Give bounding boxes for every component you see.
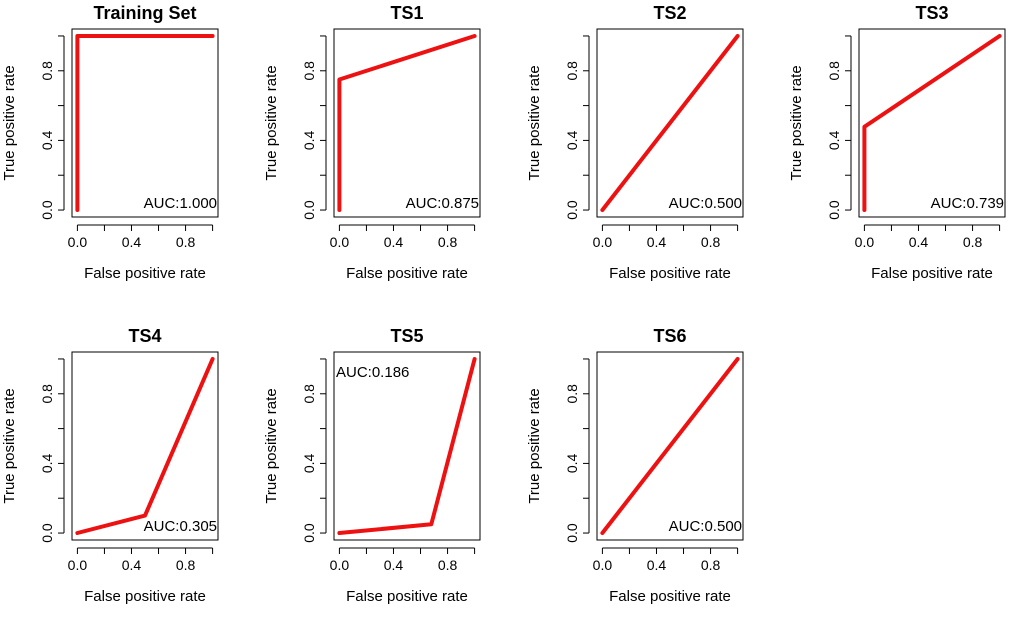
roc-panel-1: TS1 0.0 0.4 0.8 False positive rate 0.0 0.4 0.8… <box>263 3 481 282</box>
y-tick-label: 0.4 <box>301 453 317 473</box>
y-tick-label: 0.4 <box>826 130 842 150</box>
panel-title: TS3 <box>915 3 948 23</box>
y-tick-label: 0.0 <box>39 200 55 220</box>
x-tick-label: 0.8 <box>176 234 196 250</box>
panel-title: TS4 <box>128 326 161 346</box>
y-tick-label: 0.4 <box>564 453 580 473</box>
y-tick-label: 0.8 <box>39 61 55 81</box>
x-tick-label: 0.0 <box>330 234 350 250</box>
roc-curve <box>862 34 1002 212</box>
plot-box <box>858 28 1006 218</box>
plot-box <box>333 351 481 541</box>
panel-title: TS1 <box>390 3 423 23</box>
x-tick-label: 0.0 <box>593 234 613 250</box>
auc-label: AUC:0.305 <box>144 518 217 535</box>
panel-title: TS5 <box>390 326 423 346</box>
x-tick-label: 0.0 <box>68 234 88 250</box>
plot-box <box>71 28 219 218</box>
x-axis-label: False positive rate <box>871 265 993 282</box>
roc-panel-5: TS5 0.0 0.4 0.8 False positive rate 0.0 0.4 0.8… <box>263 326 481 605</box>
x-tick-label: 0.4 <box>384 557 404 573</box>
x-tick-label: 0.4 <box>647 557 667 573</box>
y-tick-label: 0.4 <box>39 453 55 473</box>
auc-label: AUC:0.500 <box>669 518 742 535</box>
roc-panel-2: TS2 0.0 0.4 0.8 False positive rate 0.0 0.4 0.8… <box>526 3 744 282</box>
y-tick-label: 0.8 <box>301 384 317 404</box>
y-tick-label: 0.0 <box>39 523 55 543</box>
roc-curve <box>75 34 215 212</box>
plot-box <box>333 28 481 218</box>
roc-curve <box>75 357 215 535</box>
y-tick-label: 0.4 <box>301 130 317 150</box>
y-axis-label: True positive rate <box>526 388 543 503</box>
x-axis-label: False positive rate <box>609 265 731 282</box>
x-tick-label: 0.8 <box>438 234 458 250</box>
y-tick-label: 0.0 <box>301 200 317 220</box>
x-tick-label: 0.4 <box>122 557 142 573</box>
y-tick-label: 0.0 <box>301 523 317 543</box>
x-tick-label: 0.4 <box>122 234 142 250</box>
x-axis-label: False positive rate <box>609 588 731 605</box>
x-axis-label: False positive rate <box>346 265 468 282</box>
y-tick-label: 0.8 <box>301 61 317 81</box>
y-tick-label: 0.0 <box>564 523 580 543</box>
x-tick-label: 0.0 <box>593 557 613 573</box>
auc-label: AUC:0.875 <box>406 195 479 212</box>
y-tick-label: 0.4 <box>564 130 580 150</box>
y-tick-label: 0.8 <box>826 61 842 81</box>
roc-panel-4: TS4 0.0 0.4 0.8 False positive rate 0.0 0.4 0.8… <box>1 326 219 605</box>
x-tick-label: 0.4 <box>384 234 404 250</box>
y-axis-label: True positive rate <box>263 388 280 503</box>
plot-box <box>596 351 744 541</box>
roc-curve <box>600 357 740 535</box>
y-tick-label: 0.4 <box>39 130 55 150</box>
y-tick-label: 0.0 <box>564 200 580 220</box>
y-tick-label: 0.8 <box>564 61 580 81</box>
y-axis-label: True positive rate <box>263 65 280 180</box>
x-tick-label: 0.8 <box>701 557 721 573</box>
panel-title: TS2 <box>653 3 686 23</box>
x-tick-label: 0.0 <box>330 557 350 573</box>
roc-panel-0: Training Set 0.0 0.4 0.8 False positive rate… <box>1 3 219 282</box>
roc-panel-6: TS6 0.0 0.4 0.8 False positive rate 0.0 0.4 0.8… <box>526 326 744 605</box>
roc-curve <box>337 34 477 212</box>
x-tick-label: 0.8 <box>963 234 983 250</box>
x-axis-label: False positive rate <box>84 265 206 282</box>
x-tick-label: 0.4 <box>909 234 929 250</box>
plot-box <box>596 28 744 218</box>
x-tick-label: 0.4 <box>647 234 667 250</box>
x-axis-label: False positive rate <box>346 588 468 605</box>
panel-title: TS6 <box>653 326 686 346</box>
plot-box <box>71 351 219 541</box>
y-axis-label: True positive rate <box>788 65 805 180</box>
auc-label: AUC:0.186 <box>336 364 409 381</box>
y-tick-label: 0.8 <box>564 384 580 404</box>
y-tick-label: 0.8 <box>39 384 55 404</box>
x-axis-label: False positive rate <box>84 588 206 605</box>
x-tick-label: 0.0 <box>68 557 88 573</box>
x-tick-label: 0.8 <box>701 234 721 250</box>
auc-label: AUC:0.739 <box>931 195 1004 212</box>
x-tick-label: 0.0 <box>855 234 875 250</box>
roc-curve <box>337 357 477 535</box>
auc-label: AUC:0.500 <box>669 195 742 212</box>
y-axis-label: True positive rate <box>1 388 18 503</box>
auc-label: AUC:1.000 <box>144 195 217 212</box>
roc-curve <box>600 34 740 212</box>
panel-title: Training Set <box>93 3 196 23</box>
y-axis-label: True positive rate <box>526 65 543 180</box>
y-tick-label: 0.0 <box>826 200 842 220</box>
x-tick-label: 0.8 <box>176 557 196 573</box>
roc-panel-3: TS3 0.0 0.4 0.8 False positive rate 0.0 0.4 0.8… <box>788 3 1006 282</box>
y-axis-label: True positive rate <box>1 65 18 180</box>
x-tick-label: 0.8 <box>438 557 458 573</box>
